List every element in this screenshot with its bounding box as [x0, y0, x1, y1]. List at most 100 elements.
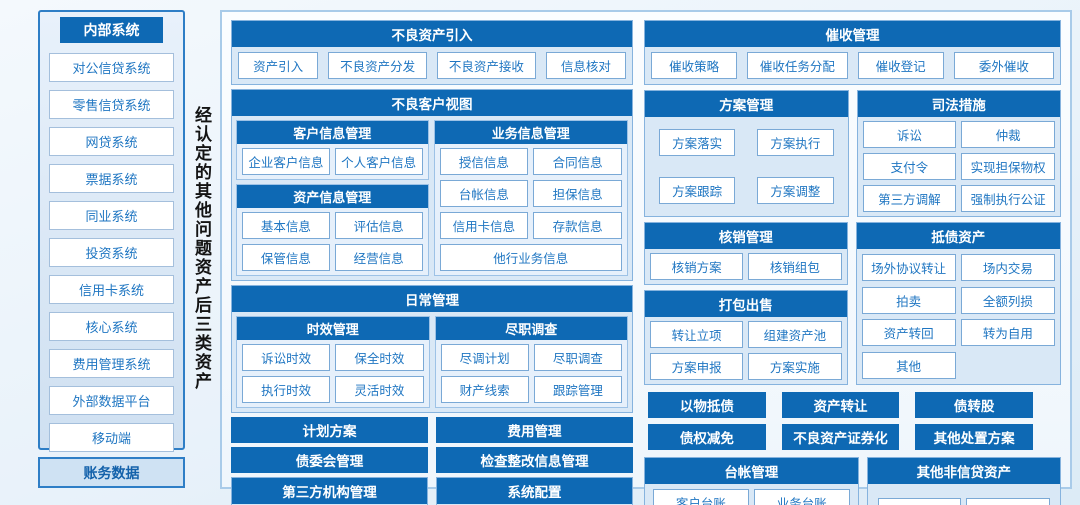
- section-other-noncredit-assets: 其他非信贷资产 常规催收 呆账核销 债务重组 打包转让: [866, 457, 1061, 505]
- diagram-node: 评估信息: [334, 212, 423, 239]
- diagram-node: 呆账核销: [966, 498, 1050, 505]
- accounting-data-box: 账务数据: [38, 457, 185, 488]
- group-aging-management: 时效管理 诉讼时效 保全时效 执行时效 灵活时效: [236, 316, 430, 408]
- daily-management-title: 日常管理: [232, 286, 632, 312]
- diagram-node: 转为自用: [960, 319, 1055, 347]
- section-npa-intake: 不良资产引入 资产引入 不良资产分发 不良资产接收 信息核对: [231, 20, 633, 85]
- group-due-diligence: 尽职调查 尽调计划 尽职调查 财产线索 跟踪管理: [434, 316, 628, 408]
- diagram-node: 经营信息: [334, 244, 423, 271]
- diagram-node: 台帐信息: [439, 180, 529, 207]
- diagram-node: 方案落实: [659, 129, 736, 157]
- diagram-node: 核销方案: [650, 253, 744, 280]
- scheme-judicial-row: 方案管理 方案落实 方案执行 方案跟踪 方案调整 司法措施 诉讼 仲裁 支付令 …: [644, 90, 1061, 217]
- diagram-node: 个人客户信息: [334, 148, 423, 175]
- group-asset-info: 资产信息管理 基本信息 评估信息 保管信息 经营信息: [236, 184, 429, 276]
- diagram-node: 诉讼时效: [242, 344, 331, 371]
- diagram-node: 企业客户信息: [242, 148, 330, 175]
- sidebar-item-external-data: 外部数据平台: [49, 386, 174, 415]
- aging-body: 诉讼时效 保全时效 执行时效 灵活时效: [237, 340, 429, 407]
- vertical-category-label: 经认定的其他问题资产后三类资产: [192, 105, 211, 391]
- writeoff-debt-row: 核销管理 核销方案 核销组包 打包出售 转让立项 组建资产池 方案申报 方案实施: [644, 222, 1061, 385]
- diagram-node: 不良资产分发: [328, 52, 427, 79]
- bar-debt-for-goods: 以物抵债: [648, 392, 766, 418]
- group-customer-info: 客户信息管理 企业客户信息 个人客户信息: [236, 120, 429, 180]
- third-party-title: 第三方机构管理: [232, 478, 427, 504]
- diagram-node: 跟踪管理: [533, 376, 622, 403]
- business-info-title: 业务信息管理: [434, 121, 627, 144]
- section-daily-management: 日常管理 时效管理 诉讼时效 保全时效 执行时效 灵活时效 尽职调查: [231, 285, 633, 413]
- section-system-config: 系统配置 机构管理 用户管理 角色管理 岗位管理 权限管理 日志管理: [436, 477, 633, 505]
- diagram-node: 常规催收: [877, 498, 962, 505]
- internal-systems-title: 内部系统: [60, 17, 163, 43]
- diagram-node: 委外催收: [953, 52, 1054, 79]
- sidebar-item-core-system: 核心系统: [49, 312, 174, 341]
- main-left-column: 不良资产引入 资产引入 不良资产分发 不良资产接收 信息核对 不良客户视图 客户…: [231, 20, 633, 505]
- collection-body: 催收策略 催收任务分配 催收登记 委外催收: [645, 47, 1060, 84]
- sidebar-item-mobile: 移动端: [49, 423, 174, 452]
- section-ledger-management: 台帐管理 客户台账 业务台账 资产台账 问责台账 时效台账 ...: [644, 457, 859, 505]
- asset-info-title: 资产信息管理: [237, 185, 428, 208]
- sidebar-item-online-loan: 网贷系统: [49, 127, 174, 156]
- diagram-node: 灵活时效: [335, 376, 424, 403]
- thirdparty-sysconfig-row: 第三方机构管理 律师事务所 仲裁机构 拍卖机构 催收机构 评估机构 系统配置 机…: [231, 477, 633, 505]
- diagram-node: 不良资产接收: [437, 52, 536, 79]
- writeoff-title: 核销管理: [645, 223, 847, 249]
- diagram-node: 催收策略: [651, 52, 738, 79]
- diagram-node: 核销组包: [748, 253, 842, 280]
- diagram-node: 他行业务信息: [439, 244, 622, 271]
- customer-info-body: 企业客户信息 个人客户信息: [237, 144, 428, 179]
- diagram-node: 信息核对: [545, 52, 626, 79]
- diagram-node: 合同信息: [533, 148, 622, 175]
- diagram-node: 组建资产池: [748, 321, 842, 348]
- sidebar-item-fee-management: 费用管理系统: [49, 349, 174, 378]
- other-noncredit-body: 常规催收 呆账核销 债务重组 打包转让: [868, 484, 1060, 505]
- sidebar-item-interbank: 同业系统: [49, 201, 174, 230]
- plan-fee-row: 计划方案 费用管理: [231, 417, 633, 443]
- other-noncredit-title: 其他非信贷资产: [867, 458, 1060, 484]
- judicial-body: 诉讼 仲裁 支付令 实现担保物权 第三方调解 强制执行公证: [858, 117, 1061, 216]
- diagram-node: 授信信息: [439, 148, 529, 175]
- diagram-node: 资产转回: [861, 319, 956, 347]
- diagram-node: 催收任务分配: [747, 52, 848, 79]
- diagram-node: 方案调整: [757, 176, 834, 204]
- diagram-node: 强制执行公证: [961, 185, 1055, 212]
- npa-intake-title: 不良资产引入: [232, 21, 632, 47]
- diagram-node: 财产线索: [440, 376, 529, 403]
- diagram-node: 担保信息: [533, 180, 622, 207]
- section-scheme-management: 方案管理 方案落实 方案执行 方案跟踪 方案调整: [644, 90, 849, 217]
- due-diligence-title: 尽职调查: [435, 317, 627, 340]
- diagram-node: 场外协议转让: [861, 253, 956, 281]
- diagram-node: 实现担保物权: [961, 153, 1055, 180]
- bar-creditor-committee: 债委会管理: [231, 447, 428, 473]
- group-business-info: 业务信息管理 授信信息 合同信息 台帐信息 担保信息 信用卡信息 存款信息 他行…: [433, 120, 628, 276]
- diagram-node: 方案跟踪: [659, 176, 736, 204]
- business-info-body: 授信信息 合同信息 台帐信息 担保信息 信用卡信息 存款信息 他行业务信息: [435, 144, 628, 275]
- aging-title: 时效管理: [237, 317, 429, 340]
- diagram-node: 保全时效: [335, 344, 424, 371]
- sidebar-item-retail-credit: 零售信贷系统: [49, 90, 174, 119]
- bar-plan-scheme: 计划方案: [231, 417, 428, 443]
- section-collection-management: 催收管理 催收策略 催收任务分配 催收登记 委外催收: [644, 20, 1061, 85]
- diagram-node: 方案申报: [650, 353, 744, 380]
- customer-view-left: 客户信息管理 企业客户信息 个人客户信息 资产信息管理 基本信息 评估信息: [236, 120, 429, 276]
- main-right-column: 催收管理 催收策略 催收任务分配 催收登记 委外催收 方案管理 方案落实 方案执…: [644, 20, 1061, 505]
- diagram-node: 催收登记: [857, 52, 944, 79]
- diagram-node: 尽职调查: [533, 344, 622, 371]
- diagram-node: 其他: [861, 352, 956, 380]
- diagram-node: 诉讼: [862, 121, 957, 148]
- daily-management-body: 时效管理 诉讼时效 保全时效 执行时效 灵活时效 尽职调查 尽调计划 尽职调查: [232, 312, 632, 412]
- bar-npa-securitization: 不良资产证券化: [781, 424, 900, 450]
- sidebar-item-bills: 票据系统: [49, 164, 174, 193]
- bar-asset-transfer: 资产转让: [781, 392, 900, 418]
- diagram-node: 信用卡信息: [439, 212, 529, 239]
- section-debt-offset-assets: 抵债资产 场外协议转让 场内交易 拍卖 全额列损 资产转回 转为自用 其他: [855, 222, 1061, 385]
- customer-info-title: 客户信息管理: [237, 121, 428, 144]
- disposal-method-bars: 以物抵债 资产转让 债转股 债权减免 不良资产证券化 其他处置方案: [644, 390, 1061, 452]
- bar-fee-management: 费用管理: [436, 417, 633, 443]
- customer-view-title: 不良客户视图: [232, 90, 632, 116]
- scheme-body: 方案落实 方案执行 方案跟踪 方案调整: [645, 117, 848, 216]
- sidebar-item-corporate-credit: 对公信贷系统: [49, 53, 174, 82]
- bar-inspection-rectification: 检查整改信息管理: [436, 447, 633, 473]
- bar-debt-to-equity: 债转股: [915, 392, 1033, 418]
- diagram-node: 资产引入: [238, 52, 319, 79]
